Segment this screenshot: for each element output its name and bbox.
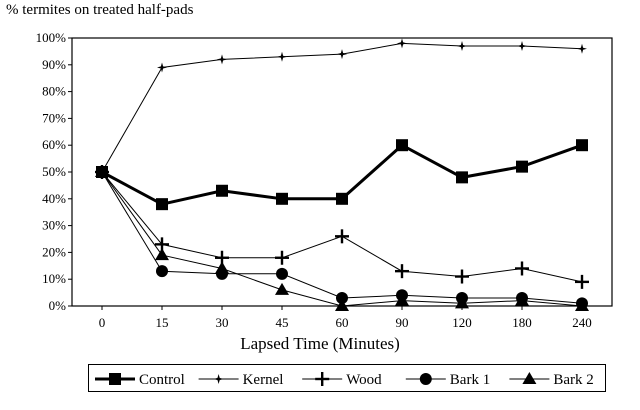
square-marker [396, 139, 408, 152]
star-marker [337, 49, 347, 60]
x-tick-label: 180 [512, 315, 532, 330]
series-line [101, 42, 583, 173]
plus-marker [335, 229, 349, 244]
x-tick-labels: 0 15 30 45 60 90 120 180 240 [99, 306, 592, 330]
circle-marker [276, 267, 288, 280]
circle-marker [336, 291, 348, 304]
legend-label: Control [139, 372, 185, 388]
plus-marker [275, 250, 289, 265]
axes [71, 37, 613, 307]
x-tick-label: 120 [452, 315, 472, 330]
triangle-marker [155, 248, 169, 261]
series-line [101, 171, 583, 283]
y-tick-label: 90% [42, 57, 66, 72]
y-tick-label: 10% [42, 271, 66, 286]
x-tick-label: 240 [572, 315, 592, 330]
y-tick-label: 60% [42, 137, 66, 152]
triangle-marker [522, 372, 537, 384]
square-marker [109, 373, 121, 385]
triangle-marker [215, 261, 229, 274]
triangle-marker [575, 299, 589, 311]
square-marker [576, 139, 588, 152]
star-marker [457, 41, 467, 51]
triangle-marker [515, 293, 529, 306]
square-marker [516, 160, 528, 173]
series-control [96, 139, 588, 211]
y-tick-label: 100% [36, 30, 67, 45]
square-marker [156, 198, 168, 211]
x-tick-label: 60 [336, 315, 349, 330]
legend-item-bark-1: Bark 1 [405, 372, 490, 388]
series-bark-2 [95, 165, 589, 311]
triangle-marker [455, 296, 469, 309]
triangle-marker [335, 299, 349, 311]
legend-items: Control Kernel Wood Bark 1 Bark 2 [95, 372, 594, 388]
plus-marker [515, 261, 529, 276]
x-tick-label: 0 [99, 315, 106, 330]
square-marker [336, 192, 348, 205]
x-tick-label: 30 [216, 315, 229, 330]
circle-marker [156, 265, 168, 278]
y-tick-label: 30% [42, 218, 66, 233]
x-tick-label: 90 [396, 315, 409, 330]
y-tick-label: 50% [42, 164, 66, 179]
x-tick-label: 45 [276, 315, 289, 330]
plot-frame [71, 37, 613, 307]
series-wood [95, 165, 589, 289]
circle-marker [419, 373, 432, 385]
legend-label: Wood [346, 372, 382, 388]
square-marker [216, 184, 228, 197]
square-marker [276, 192, 288, 205]
star-marker [217, 54, 227, 65]
star-marker [577, 43, 587, 54]
legend-item-kernel: Kernel [198, 372, 284, 388]
x-axis-title: Lapsed Time (Minutes) [240, 334, 400, 353]
y-tick-label: 20% [42, 244, 66, 259]
y-tick-label: 0% [49, 298, 67, 313]
legend-item-wood: Wood [302, 372, 382, 388]
y-axis-title: % termites on treated half-pads [6, 2, 194, 18]
series-kernel [97, 38, 587, 177]
y-tick-label: 40% [42, 191, 66, 206]
series-group [95, 38, 589, 311]
y-tick-label: 70% [42, 110, 66, 125]
triangle-marker [275, 282, 289, 295]
legend: Control Kernel Wood Bark 1 Bark 2 [88, 364, 606, 392]
plus-marker [315, 372, 330, 386]
legend-label: Bark 1 [450, 372, 490, 388]
y-tick-labels: 0% 10% 20% 30% 40% 50% 60% 70% 80% 90% 100% [36, 30, 72, 313]
star-marker [213, 374, 224, 384]
legend-label: Bark 2 [553, 372, 593, 388]
y-tick-label: 80% [42, 84, 66, 99]
star-marker [517, 41, 527, 51]
star-marker [157, 62, 167, 73]
x-tick-label: 15 [156, 315, 169, 330]
plus-marker [455, 269, 469, 284]
plus-marker [575, 274, 589, 289]
legend-item-control: Control [95, 372, 185, 388]
plus-marker [395, 264, 409, 279]
triangle-marker [95, 165, 109, 177]
legend-label: Kernel [243, 372, 284, 388]
legend-item-bark-2: Bark 2 [509, 372, 594, 388]
triangle-marker [395, 293, 409, 306]
star-marker [277, 51, 287, 62]
square-marker [456, 171, 468, 184]
star-marker [397, 38, 407, 49]
